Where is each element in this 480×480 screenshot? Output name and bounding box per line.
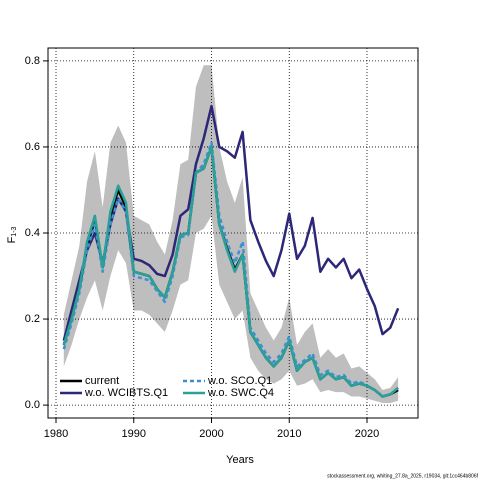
y-label-main: F xyxy=(6,236,18,243)
legend-label: current xyxy=(85,375,119,387)
x-tick-label: 1990 xyxy=(122,428,146,440)
legend-label: w.o. WCIBTS.Q1 xyxy=(84,387,168,399)
y-tick-label: 0.6 xyxy=(25,141,40,153)
series-line xyxy=(62,141,399,398)
x-axis-label: Years xyxy=(226,454,254,466)
x-tick-label: 1980 xyxy=(44,428,68,440)
y-axis-label: F1-3 xyxy=(6,226,18,243)
x-tick-label: 2010 xyxy=(277,428,301,440)
y-tick-label: 0.4 xyxy=(25,227,40,239)
legend-label: w.o. SWC.Q4 xyxy=(207,387,274,399)
footer: stockassessment.org, whiting_27.8a_2025,… xyxy=(327,473,479,479)
confidence-band xyxy=(63,65,399,403)
y-tick-label: 0.2 xyxy=(25,313,40,325)
series-line xyxy=(62,145,399,398)
x-tick-label: 2000 xyxy=(199,428,223,440)
legend-label: w.o. SCO.Q1 xyxy=(207,375,272,387)
plot-frame xyxy=(47,47,419,419)
y-tick-label: 0.0 xyxy=(25,399,40,411)
y-tick-label: 0.8 xyxy=(25,55,40,67)
x-tick-label: 2020 xyxy=(355,428,379,440)
y-label-sub: 1-3 xyxy=(11,226,18,236)
